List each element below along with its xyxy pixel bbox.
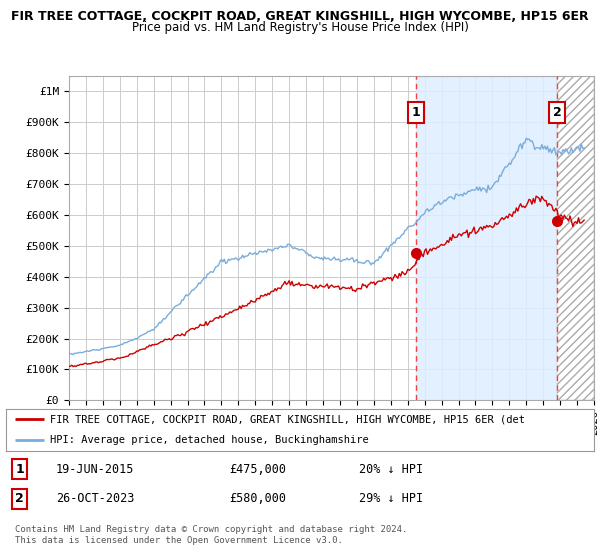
Text: 1: 1 (15, 463, 24, 475)
Text: 20% ↓ HPI: 20% ↓ HPI (359, 463, 423, 475)
Text: £475,000: £475,000 (229, 463, 286, 475)
Text: 2: 2 (553, 106, 562, 119)
Text: HPI: Average price, detached house, Buckinghamshire: HPI: Average price, detached house, Buck… (50, 435, 369, 445)
Text: 19-JUN-2015: 19-JUN-2015 (56, 463, 134, 475)
Text: Contains HM Land Registry data © Crown copyright and database right 2024.
This d: Contains HM Land Registry data © Crown c… (15, 525, 407, 545)
Text: Price paid vs. HM Land Registry's House Price Index (HPI): Price paid vs. HM Land Registry's House … (131, 21, 469, 34)
Text: 29% ↓ HPI: 29% ↓ HPI (359, 492, 423, 505)
Text: 2: 2 (15, 492, 24, 505)
Text: FIR TREE COTTAGE, COCKPIT ROAD, GREAT KINGSHILL, HIGH WYCOMBE, HP15 6ER (det: FIR TREE COTTAGE, COCKPIT ROAD, GREAT KI… (50, 414, 525, 424)
Text: 1: 1 (411, 106, 420, 119)
Text: FIR TREE COTTAGE, COCKPIT ROAD, GREAT KINGSHILL, HIGH WYCOMBE, HP15 6ER: FIR TREE COTTAGE, COCKPIT ROAD, GREAT KI… (11, 10, 589, 23)
Text: £580,000: £580,000 (229, 492, 286, 505)
Text: 26-OCT-2023: 26-OCT-2023 (56, 492, 134, 505)
